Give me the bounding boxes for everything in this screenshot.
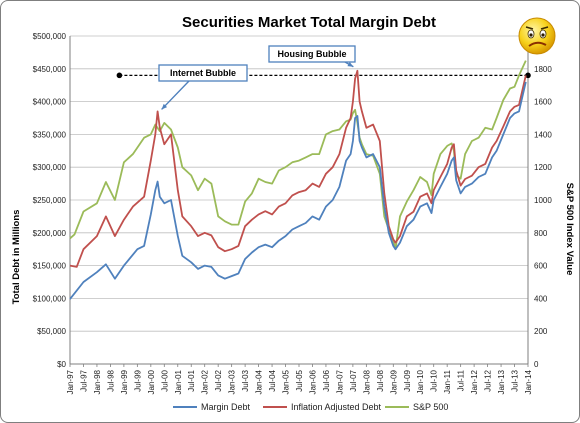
reference-line-start-dot [116, 72, 123, 79]
callout-text: Housing Bubble [278, 49, 347, 59]
y-tick-label: $450,000 [33, 65, 67, 74]
y-axis-title: Total Debt in Millions [11, 210, 22, 305]
reference-line-end-dot [525, 72, 531, 79]
callout-arrowhead [161, 103, 168, 110]
x-tick-label: Jan-14 [524, 369, 533, 394]
legend-label: Margin Debt [201, 402, 251, 412]
callout-internet-bubble: Internet Bubble [158, 64, 248, 110]
x-tick-label: Jan-12 [470, 369, 479, 394]
reference-line-layer [116, 72, 531, 79]
callout-box [268, 45, 356, 63]
x-tick-label: Jan-07 [335, 369, 344, 394]
y2-tick-label: 400 [534, 294, 548, 303]
axes [69, 36, 529, 367]
x-tick-label: Jan-99 [120, 369, 129, 394]
x-tick-label: Jan-01 [174, 369, 183, 394]
y2-tick-label: 800 [534, 229, 548, 238]
x-tick-label: Jul-06 [322, 369, 331, 391]
y2-tick-label: 1800 [534, 65, 552, 74]
callout-box [158, 64, 248, 82]
y2-tick-label: 1000 [534, 196, 552, 205]
series-layer [69, 60, 527, 300]
x-tick-label: Jan-11 [443, 369, 452, 393]
x-tick-label: Jan-98 [93, 369, 102, 394]
x-tick-label: Jan-08 [362, 369, 371, 394]
chart-title: Securities Market Total Margin Debt [182, 14, 436, 31]
y-tick-label: $0 [57, 360, 66, 369]
annotations: Internet Bubble Housing Bubble [158, 45, 356, 110]
legend-label: Inflation Adjusted Debt [291, 402, 382, 412]
tick-labels: $0 $50,000 $100,000 $150,000 $200,000 $250,00… [33, 32, 553, 394]
y-tick-label: $150,000 [33, 262, 67, 271]
x-tick-label: Jan-02 [201, 369, 210, 394]
y2-tick-label: 600 [534, 262, 548, 271]
y2-tick-label: 1400 [534, 130, 552, 139]
x-tick-label: Jul-98 [106, 369, 115, 391]
y-tick-label: $350,000 [33, 130, 67, 139]
callout-arrow [161, 80, 190, 110]
callout-text: Internet Bubble [170, 68, 236, 78]
x-tick-label: Jul-10 [430, 369, 439, 391]
x-tick-label: Jul-02 [214, 369, 223, 391]
x-tick-label: Jan-13 [497, 369, 506, 394]
legend-label: S&P 500 [413, 402, 448, 412]
x-tick-label: Jan-97 [66, 369, 75, 394]
y-tick-label: $200,000 [33, 229, 67, 238]
y2-tick-label: 1200 [534, 163, 552, 172]
x-tick-label: Jul-97 [79, 369, 88, 391]
callout-arrowhead [347, 62, 354, 67]
y2-tick-label: 200 [534, 327, 548, 336]
x-tick-label: Jan-10 [416, 369, 425, 394]
x-tick-label: Jul-05 [295, 369, 304, 391]
series-line-margin-debt [69, 81, 527, 300]
worried-face-icon [518, 17, 556, 55]
x-tick-label: Jan-03 [228, 369, 237, 394]
legend: Margin Debt Inflation Adjusted Debt S&P 50… [173, 402, 448, 412]
legend-entry-s-p-500: S&P 500 [385, 402, 448, 412]
y-tick-label: $300,000 [33, 163, 67, 172]
y2-tick-label: 1600 [534, 98, 552, 107]
x-tick-label: Jul-08 [376, 369, 385, 391]
y-tick-label: $50,000 [37, 327, 66, 336]
x-tick-label: Jul-07 [349, 369, 358, 391]
x-tick-label: Jan-06 [308, 369, 317, 394]
x-tick-label: Jul-09 [403, 369, 412, 391]
x-tick-label: Jul-99 [133, 369, 142, 391]
x-tick-label: Jul-03 [241, 369, 250, 391]
x-tick-label: Jan-09 [389, 369, 398, 394]
legend-entry-margin-debt: Margin Debt [173, 402, 251, 412]
x-tick-label: Jan-04 [255, 369, 264, 394]
x-tick-label: Jul-11 [457, 369, 466, 391]
callout-housing-bubble: Housing Bubble [268, 45, 356, 68]
y-tick-label: $250,000 [33, 196, 67, 205]
x-tick-label: Jul-12 [484, 369, 493, 391]
series-line-s-p-500 [69, 60, 527, 251]
y-tick-label: $500,000 [33, 32, 67, 41]
x-tick-label: Jul-13 [511, 369, 520, 391]
y2-tick-label: 0 [534, 360, 539, 369]
series-line-inflation-adjusted-debt [69, 69, 527, 268]
y2-axis-title: S&P 500 Index Value [564, 183, 575, 276]
y-tick-label: $400,000 [33, 98, 67, 107]
x-tick-label: Jul-04 [268, 369, 277, 391]
x-tick-label: Jan-00 [147, 369, 156, 394]
legend-entry-inflation-adjusted-debt: Inflation Adjusted Debt [263, 402, 382, 412]
x-tick-label: Jan-05 [282, 369, 291, 394]
y-tick-label: $100,000 [33, 294, 67, 303]
x-tick-label: Jul-00 [160, 369, 169, 391]
gridlines [70, 35, 528, 365]
x-tick-label: Jul-01 [187, 369, 196, 391]
